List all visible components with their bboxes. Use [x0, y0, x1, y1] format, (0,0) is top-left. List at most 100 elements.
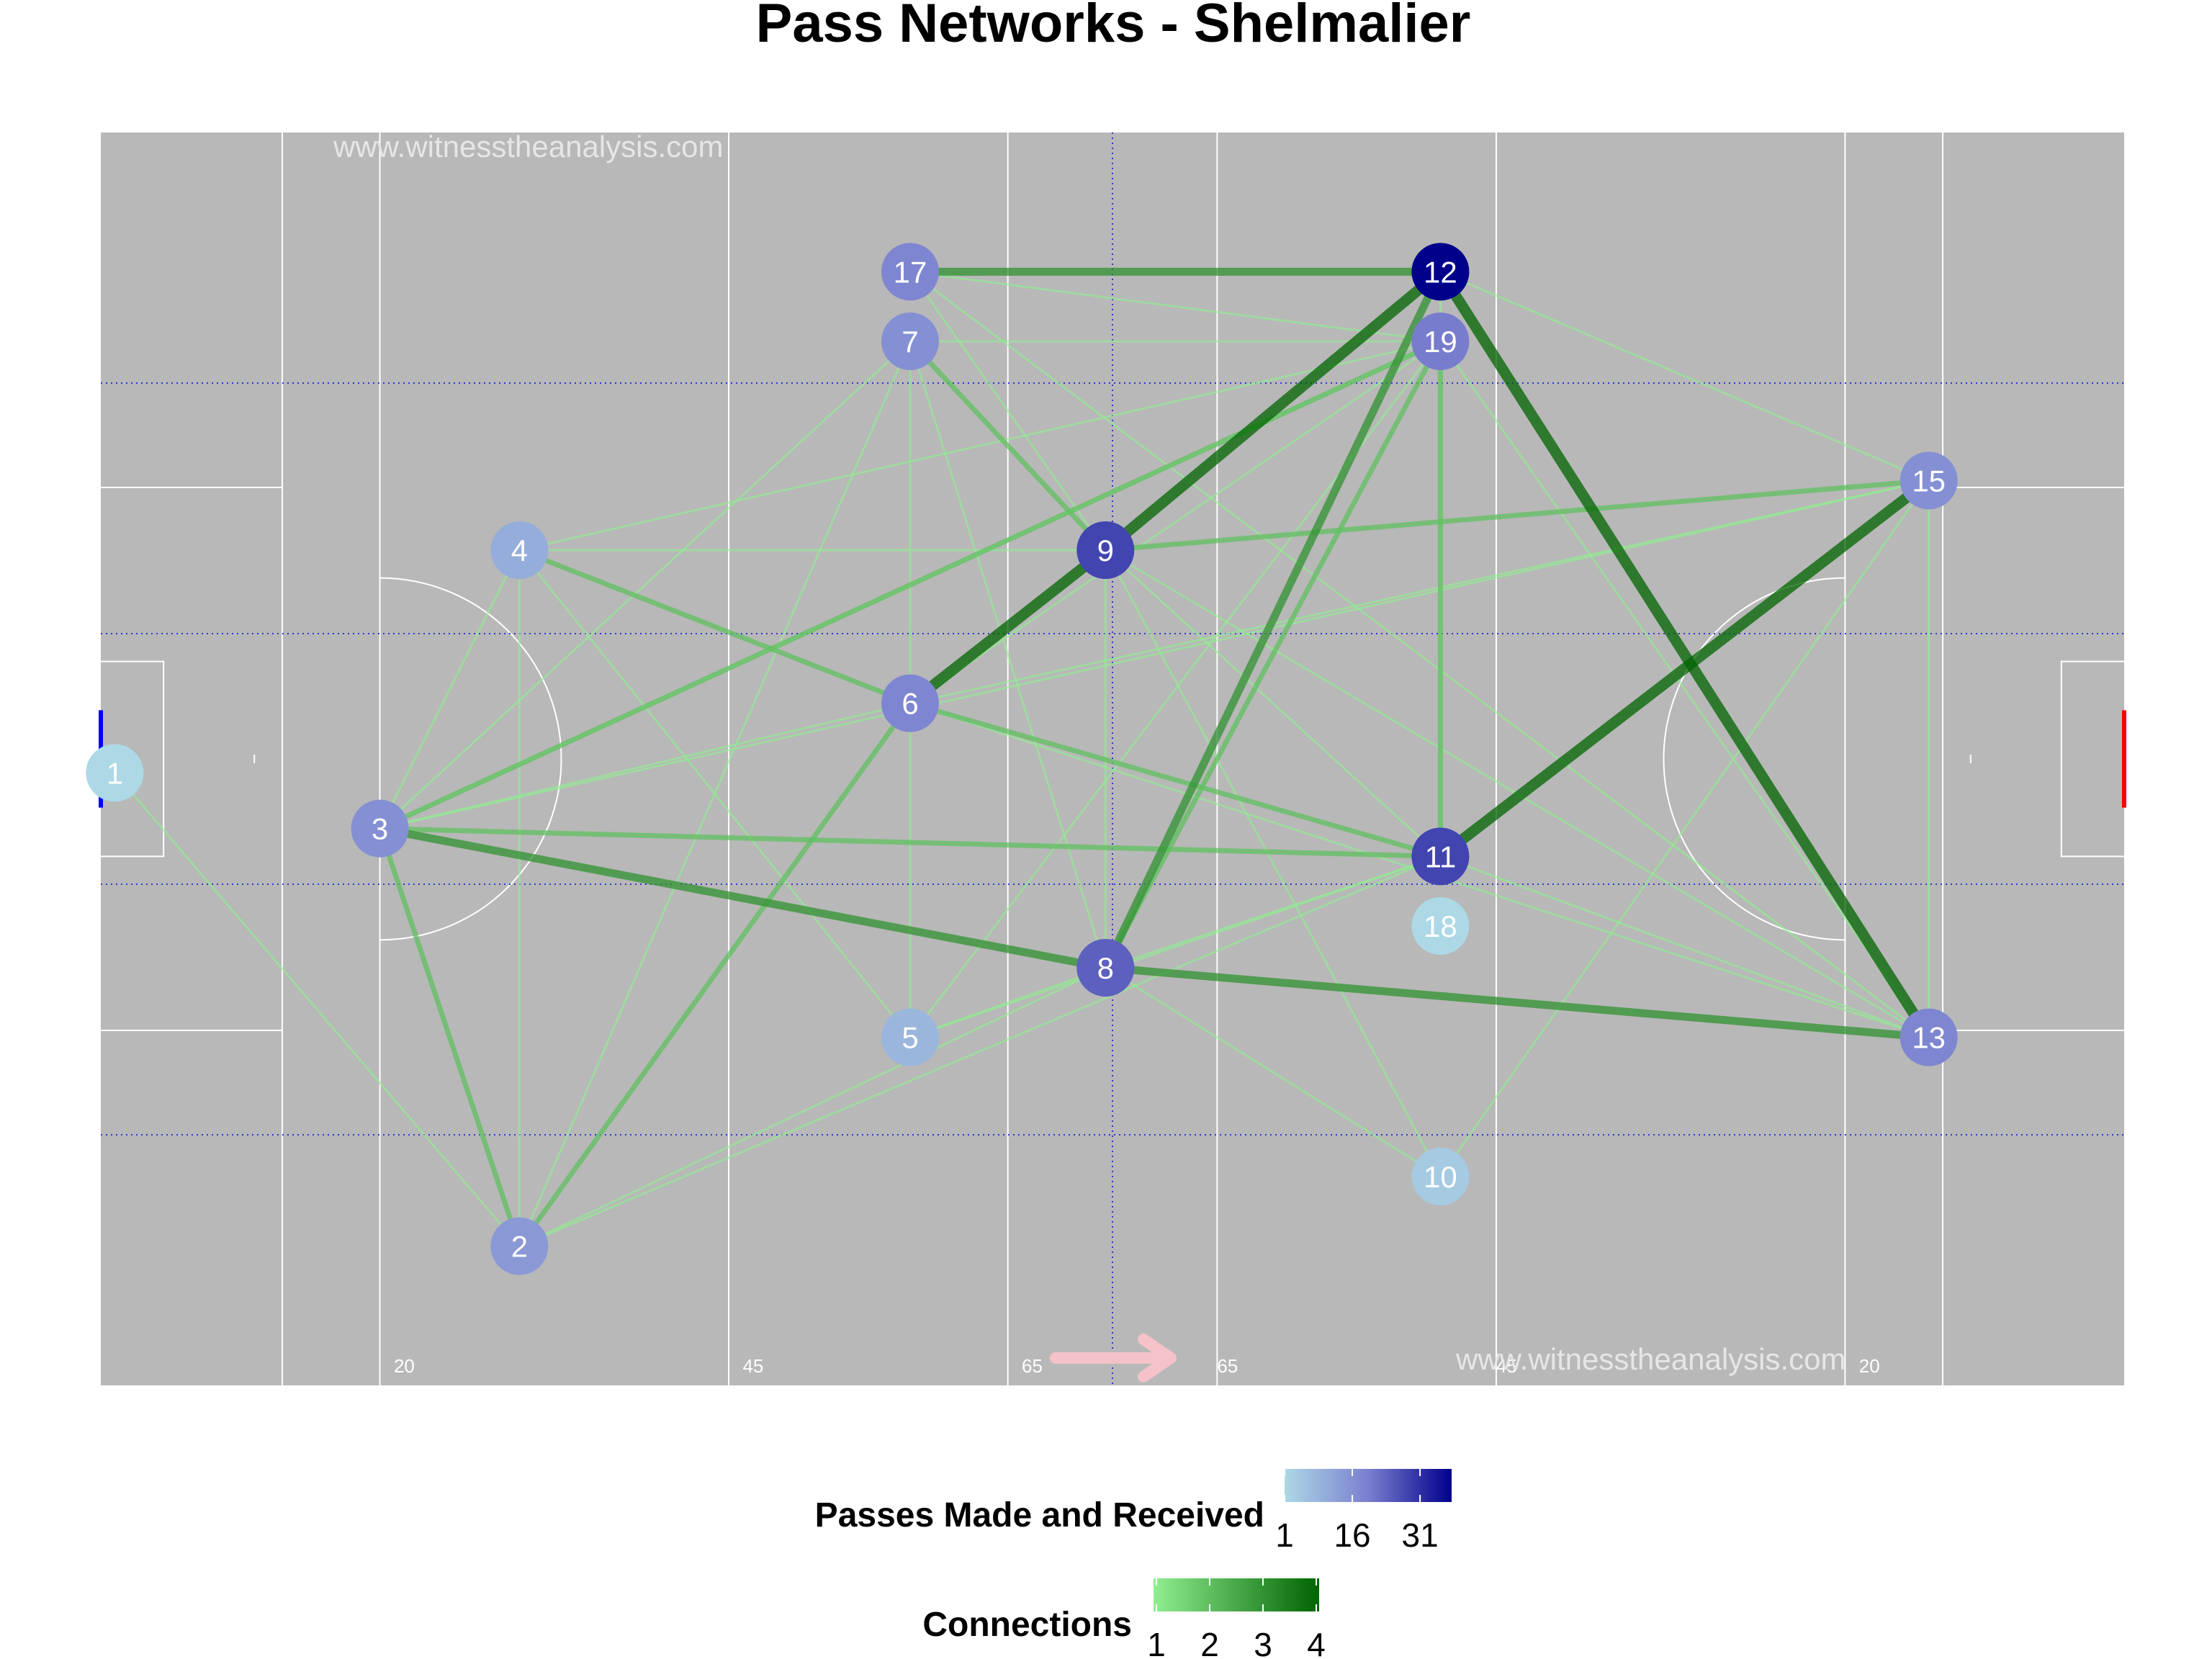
- zone-guide-lines: [101, 132, 2124, 1385]
- connection-12-13: [1434, 266, 1935, 1043]
- legend-passes-tick-label: 1: [1275, 1516, 1294, 1554]
- connection-9-15: [1102, 477, 1932, 553]
- connection-12-8: [1101, 267, 1444, 972]
- player-node-9: 9: [1076, 521, 1135, 579]
- connection-3-2: [377, 826, 522, 1249]
- connection-6-11: [907, 701, 1443, 859]
- connection-1-2: [113, 771, 521, 1248]
- player-label: 9: [1097, 534, 1114, 567]
- connection-2-6: [516, 701, 913, 1249]
- yard-marking: 45: [742, 1355, 763, 1377]
- player-node-19: 19: [1411, 313, 1470, 370]
- player-label: 15: [1912, 464, 1946, 498]
- legend-connections-colorbar: [1154, 1578, 1319, 1611]
- connection-4-6: [516, 547, 913, 706]
- player-node-4: 4: [490, 521, 549, 579]
- watermark-top: www.witnesstheanalysis.com: [333, 130, 724, 163]
- player-marker: [881, 313, 939, 370]
- player-marker: [1076, 939, 1135, 997]
- player-label: 2: [511, 1230, 528, 1264]
- left-small-box: [101, 660, 165, 858]
- player-marker: [1411, 243, 1470, 301]
- connection-8-11: [1104, 855, 1442, 969]
- player-marker: [490, 1217, 549, 1275]
- legend-connections-tick-label: 4: [1307, 1626, 1326, 1659]
- legend-passes: Passes Made and Received 1 16 31: [815, 1469, 1452, 1554]
- player-label: 3: [372, 812, 388, 846]
- connection-11-13: [1439, 855, 1930, 1039]
- player-label: 1: [107, 756, 123, 790]
- player-node-12: 12: [1411, 243, 1470, 301]
- player-node-17: 17: [881, 243, 939, 301]
- yard-marking: 65: [1022, 1355, 1043, 1377]
- yard-marking: 20: [394, 1355, 415, 1377]
- player-node-10: 10: [1411, 1148, 1470, 1205]
- player-marker: [1899, 451, 1958, 510]
- player-marker: [1076, 521, 1135, 579]
- connection-12-15: [1439, 270, 1930, 482]
- legend-connections-tick-label: 3: [1254, 1626, 1272, 1659]
- pass-connections: [113, 266, 1935, 1249]
- connection-7-2: [518, 340, 912, 1248]
- right-arc: [1663, 577, 1845, 941]
- connection-9-10: [1104, 549, 1442, 1178]
- player-node-6: 6: [881, 674, 939, 732]
- player-node-7: 7: [881, 313, 939, 370]
- player-label: 10: [1424, 1160, 1457, 1194]
- yard-marking: 45: [1496, 1355, 1517, 1377]
- connection-19-6: [909, 340, 1442, 705]
- player-label: 19: [1424, 325, 1457, 359]
- connection-9-6: [904, 544, 1111, 709]
- connection-2-8: [518, 966, 1107, 1248]
- connection-9-11: [1104, 549, 1442, 858]
- legend-connections-title: Connections: [922, 1606, 1132, 1644]
- legend-connections: Connections 1 2 3 4: [922, 1578, 1326, 1659]
- legend-connections-tick-label: 1: [1147, 1626, 1166, 1659]
- watermark-bottom: www.witnesstheanalysis.com: [1455, 1342, 1846, 1376]
- legend-connections-ticks: 1 2 3 4: [1147, 1578, 1326, 1659]
- connection-10-15: [1439, 479, 1930, 1178]
- player-marker: [1411, 313, 1470, 370]
- player-marker: [881, 1008, 939, 1066]
- player-node-11: 11: [1411, 827, 1470, 886]
- player-label: 4: [511, 534, 528, 567]
- connection-19-8: [1102, 338, 1443, 971]
- connection-7-9: [907, 338, 1108, 553]
- connection-11-15: [1434, 475, 1935, 862]
- player-node-3: 3: [351, 799, 409, 858]
- legend-passes-title: Passes Made and Received: [815, 1496, 1264, 1534]
- player-label: 13: [1912, 1021, 1946, 1055]
- connection-17-13: [909, 270, 1930, 1039]
- player-label: 11: [1425, 840, 1457, 873]
- player-label: 5: [902, 1021, 918, 1055]
- connection-4-19: [518, 340, 1442, 552]
- player-node-1: 1: [86, 744, 144, 802]
- connection-12-9: [1100, 266, 1446, 556]
- yard-marking: 65: [1217, 1355, 1238, 1377]
- player-node-13: 13: [1899, 1008, 1958, 1066]
- player-marker: [881, 674, 939, 732]
- legend-passes-tick-label: 16: [1334, 1516, 1370, 1554]
- player-label: 8: [1097, 951, 1114, 985]
- player-marker: [490, 521, 549, 579]
- legend-passes-ticks: 1 16 31: [1275, 1469, 1439, 1554]
- connection-7-3: [379, 340, 912, 830]
- connection-3-11: [377, 826, 1443, 859]
- player-node-8: 8: [1076, 939, 1135, 997]
- legend-passes-tick-label: 31: [1402, 1516, 1439, 1554]
- left-arc: [379, 577, 562, 941]
- player-label: 12: [1424, 255, 1457, 289]
- player-node-18: 18: [1411, 897, 1470, 955]
- player-marker: [1411, 897, 1470, 955]
- chart-title: Pass Networks - Shelmalier: [756, 0, 1471, 54]
- connection-8-13: [1101, 963, 1933, 1042]
- connection-5-8: [909, 966, 1107, 1039]
- player-marker: [1411, 1148, 1470, 1205]
- connection-17-9: [909, 270, 1107, 552]
- connection-3-15: [379, 479, 1930, 830]
- player-label: 18: [1424, 909, 1457, 943]
- yard-marking: 20: [1859, 1355, 1880, 1377]
- right-small-box: [2060, 660, 2124, 858]
